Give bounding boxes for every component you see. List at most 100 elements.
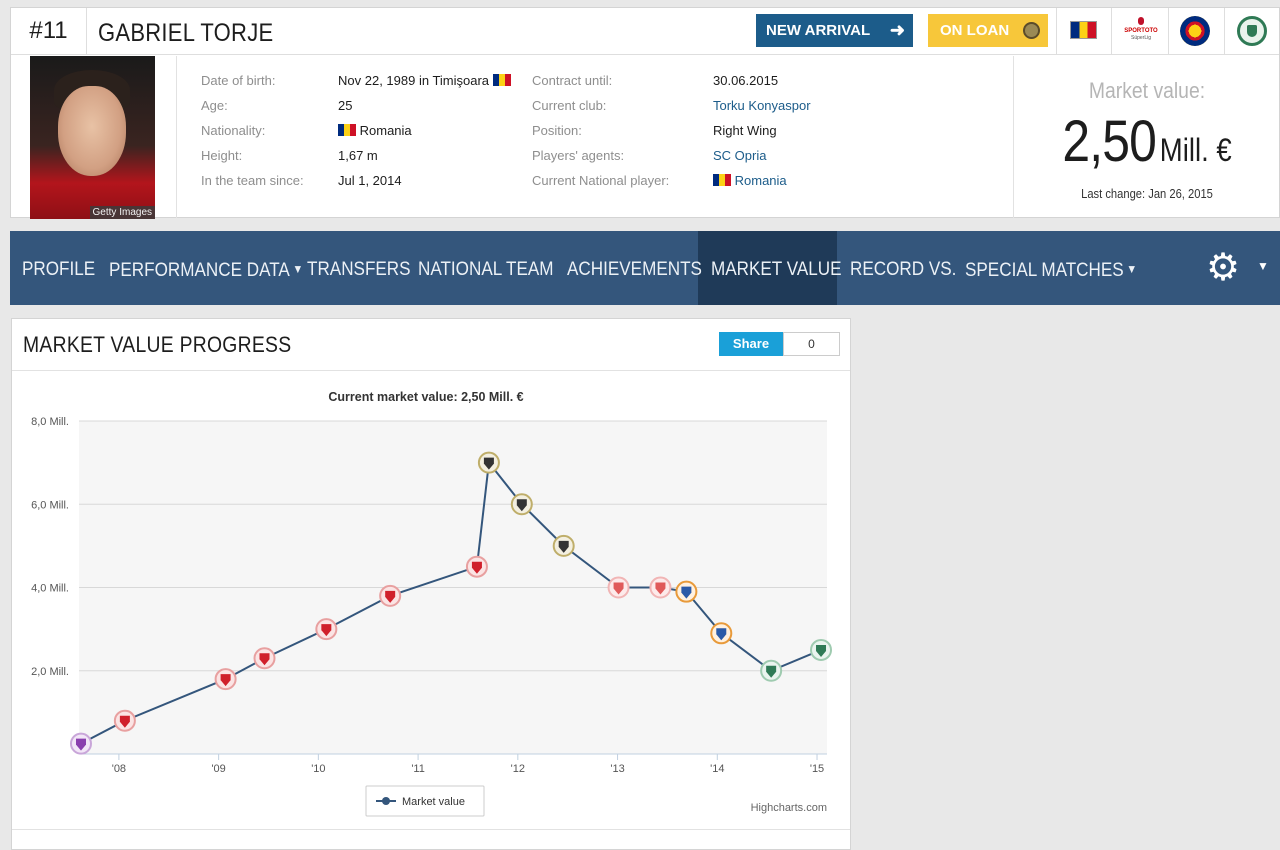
y-tick-label: 4,0 Mill.: [31, 583, 69, 595]
x-tick-label: '08: [112, 763, 126, 775]
caret-down-icon[interactable]: ▼: [1257, 259, 1269, 273]
caret-down-icon: ▼: [1126, 262, 1138, 276]
share-button[interactable]: Share: [719, 332, 783, 356]
data-point[interactable]: [710, 622, 733, 645]
info-value: 30.06.2015: [713, 73, 779, 88]
main-nav: PROFILE PERFORMANCE DATA ▼ TRANSFERS NATI…: [10, 231, 1280, 305]
info-value: Romania: [338, 123, 412, 138]
gear-icon[interactable]: ⚙: [1206, 247, 1241, 289]
divider: [1224, 8, 1225, 54]
market-value-title: Market value:: [1088, 78, 1206, 103]
nav-active-highlight: [698, 231, 837, 305]
caret-down-icon: ▼: [292, 262, 304, 276]
photo-credit: Getty Images: [89, 206, 155, 219]
info-label: In the team since:: [201, 173, 304, 188]
data-point[interactable]: [253, 647, 276, 670]
on-loan-badge[interactable]: ON LOAN: [928, 14, 1048, 47]
x-tick-label: '13: [610, 763, 624, 775]
x-tick-label: '15: [810, 763, 824, 775]
nav-profile[interactable]: PROFILE: [22, 259, 96, 280]
on-loan-label: ON LOAN: [940, 22, 1010, 39]
nav-performance-data[interactable]: PERFORMANCE DATA ▼: [109, 260, 304, 281]
chart-credit[interactable]: Highcharts.com: [751, 802, 827, 814]
league-logo-subtext: SüperLig: [1130, 35, 1151, 41]
share-count: 0: [783, 332, 840, 356]
x-tick-label: '11: [411, 763, 425, 775]
current-club-link[interactable]: Torku Konyaspor: [713, 98, 811, 113]
data-point[interactable]: [477, 451, 500, 474]
data-point[interactable]: [760, 659, 783, 682]
nav-special-matches[interactable]: SPECIAL MATCHES ▼: [965, 260, 1138, 281]
data-point[interactable]: [510, 493, 533, 516]
league-logo-text: SPORTOTO: [1124, 28, 1158, 34]
romania-flag-icon: [492, 74, 511, 86]
national-team-link[interactable]: Romania: [713, 173, 787, 188]
player-name: GABRIEL TORJE: [98, 19, 274, 47]
club-logo-icon[interactable]: [1237, 16, 1267, 46]
nav-record-vs[interactable]: RECORD VS.: [850, 259, 957, 280]
nav-market-value[interactable]: MARKET VALUE: [711, 259, 842, 280]
info-label: Position:: [532, 123, 582, 138]
info-label: Current club:: [532, 98, 607, 113]
info-value: 1,67 m: [338, 148, 378, 163]
nav-transfers[interactable]: TRANSFERS: [307, 259, 411, 280]
divider: [1056, 8, 1057, 54]
data-point[interactable]: [379, 584, 402, 607]
info-label: Age:: [201, 98, 228, 113]
data-point[interactable]: [214, 668, 237, 691]
series-line: [80, 460, 822, 745]
info-label: Date of birth:: [201, 73, 276, 88]
market-value-last-change: Last change: Jan 26, 2015: [1081, 186, 1213, 201]
data-point[interactable]: [465, 555, 488, 578]
divider: [1013, 56, 1014, 218]
header-top-bar: #11 GABRIEL TORJE NEW ARRIVAL ➜ ON LOAN …: [11, 8, 1279, 55]
league-logo-icon[interactable]: SPORTOTO SüperLig: [1121, 14, 1161, 50]
x-tick-label: '12: [511, 763, 525, 775]
nav-national-team[interactable]: NATIONAL TEAM: [418, 259, 554, 280]
romania-flag-icon[interactable]: [1070, 21, 1097, 39]
agent-link[interactable]: SC Opria: [713, 148, 767, 163]
data-point[interactable]: [649, 576, 672, 599]
data-point[interactable]: [810, 638, 833, 661]
y-tick-label: 6,0 Mill.: [31, 499, 69, 511]
chart-legend[interactable]: Market value: [365, 785, 485, 817]
info-value: Nov 22, 1989 in Timişoara: [338, 73, 511, 88]
romania-flag-icon: [338, 124, 356, 136]
divider: [12, 829, 850, 830]
divider: [1111, 8, 1112, 54]
data-point[interactable]: [69, 732, 92, 755]
data-point[interactable]: [675, 580, 698, 603]
loan-club-icon: [1023, 22, 1040, 39]
divider: [1168, 8, 1169, 54]
info-label: Contract until:: [532, 73, 613, 88]
market-value-card: MARKET VALUE PROGRESS Share 0 2,0 Mill. 4…: [11, 318, 851, 850]
federation-logo-icon[interactable]: [1180, 16, 1210, 46]
player-photo: Getty Images: [30, 56, 155, 219]
new-arrival-badge[interactable]: NEW ARRIVAL ➜: [756, 14, 913, 47]
info-value: 25: [338, 98, 353, 113]
nav-achievements[interactable]: ACHIEVEMENTS: [567, 259, 702, 280]
new-arrival-label: NEW ARRIVAL: [766, 22, 871, 39]
market-value-chart: 2,0 Mill. 4,0 Mill. 6,0 Mill. 8,0 Mill. '08…: [31, 390, 833, 817]
x-tick-label: '09: [211, 763, 225, 775]
info-value: Jul 1, 2014: [338, 173, 402, 188]
x-tick-label: '10: [311, 763, 325, 775]
y-tick-label: 8,0 Mill.: [31, 416, 69, 428]
legend-label: Market value: [402, 796, 465, 808]
info-value: Right Wing: [713, 123, 777, 138]
y-tick-label: 2,0 Mill.: [31, 666, 69, 678]
data-point[interactable]: [607, 576, 630, 599]
market-value-number: 2,50: [1062, 109, 1157, 174]
player-number: #11: [11, 8, 87, 54]
market-value-amount: 2,50 Mill. €: [1033, 108, 1262, 175]
data-point[interactable]: [113, 709, 136, 732]
info-label: Players' agents:: [532, 148, 625, 163]
romania-flag-icon: [713, 174, 731, 186]
card-title: MARKET VALUE PROGRESS: [23, 332, 292, 357]
data-point[interactable]: [552, 534, 575, 557]
x-tick-label: '14: [710, 763, 724, 775]
transfer-arrow-icon: ➜: [889, 20, 905, 40]
player-header: #11 GABRIEL TORJE NEW ARRIVAL ➜ ON LOAN …: [10, 7, 1280, 219]
data-point[interactable]: [315, 618, 338, 641]
divider: [176, 56, 177, 218]
